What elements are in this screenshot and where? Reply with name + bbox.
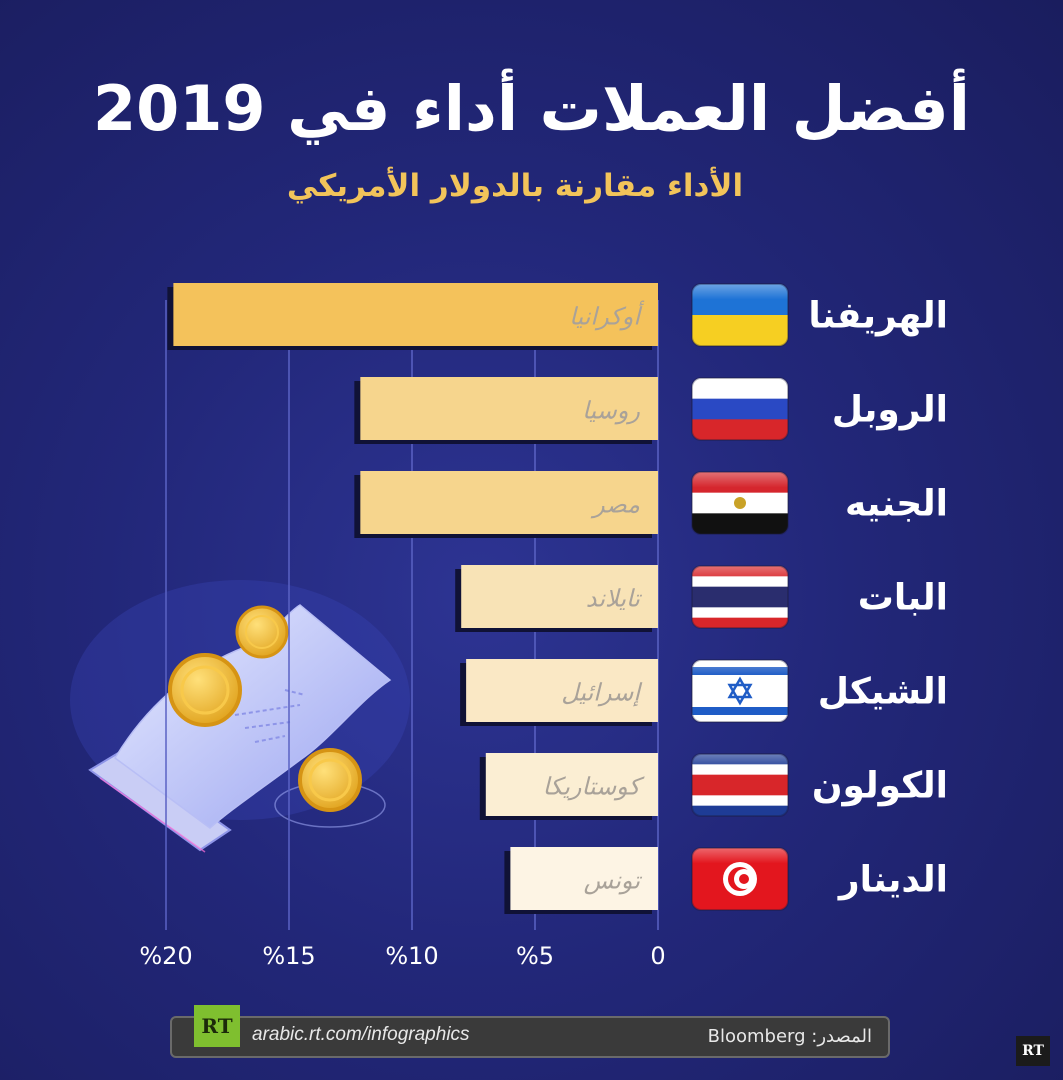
country-label: مصر bbox=[590, 491, 640, 519]
x-tick-label: %10 bbox=[385, 942, 438, 970]
country-label: أوكرانيا bbox=[569, 301, 644, 331]
footer-source: المصدر: Bloomberg bbox=[707, 1026, 872, 1047]
country-label: روسيا bbox=[582, 397, 640, 425]
rt-logo: RT bbox=[194, 1005, 240, 1047]
bar-row: تايلاند البات bbox=[455, 565, 948, 632]
country-label: كوستاريكا bbox=[543, 773, 645, 801]
currency-label: البات bbox=[858, 578, 948, 619]
bar-row: أوكرانيا الهريفنا bbox=[167, 283, 948, 350]
bar-row: مصر الجنيه bbox=[354, 471, 948, 538]
bar-row: كوستاريكا الكولون bbox=[479, 753, 948, 820]
bar-chart: أوكرانيا الهريفنا روسيا الروبل مصر الجنيه تايل… bbox=[70, 283, 948, 970]
coin-icon bbox=[168, 653, 242, 727]
egypt-flag bbox=[692, 472, 788, 534]
thailand-flag bbox=[692, 566, 788, 628]
bar bbox=[173, 283, 658, 346]
country-label: تايلاند bbox=[586, 585, 643, 613]
x-tick-label: %20 bbox=[139, 942, 192, 970]
bar bbox=[485, 753, 658, 816]
israel-flag bbox=[692, 660, 788, 722]
currency-label: الروبل bbox=[832, 390, 948, 431]
ukraine-flag bbox=[692, 284, 788, 346]
x-tick-label: %5 bbox=[516, 942, 554, 970]
bar bbox=[360, 471, 658, 534]
costa-rica-flag bbox=[692, 754, 788, 816]
bar-row: روسيا الروبل bbox=[354, 377, 948, 444]
bar-row: إسرائيل الشيكل bbox=[460, 659, 948, 726]
russia-flag bbox=[692, 378, 788, 440]
chart-subtitle: الأداء مقارنة بالدولار الأمريكي bbox=[286, 168, 744, 204]
bar bbox=[510, 847, 658, 910]
bar-row: تونس الدينار bbox=[504, 847, 948, 914]
corner-rt-logo: RT bbox=[1016, 1036, 1050, 1066]
tunisia-flag bbox=[692, 848, 788, 910]
footer-url[interactable]: arabic.rt.com/infographics bbox=[252, 1024, 470, 1045]
currency-label: الدينار bbox=[837, 860, 948, 901]
coin-icon bbox=[235, 605, 289, 659]
country-label: تونس bbox=[584, 867, 643, 895]
country-label: إسرائيل bbox=[561, 679, 642, 707]
bar bbox=[360, 377, 658, 440]
bar bbox=[466, 659, 658, 722]
currency-label: الشيكل bbox=[818, 672, 948, 713]
footer-bar: RT arabic.rt.com/infographics المصدر: Bl… bbox=[170, 1005, 890, 1058]
x-tick-label: 0 bbox=[650, 942, 665, 970]
receipt-coins-illustration bbox=[70, 580, 410, 853]
chart-title: أفضل العملات أداء في 2019 bbox=[93, 72, 970, 145]
currency-label: الكولون bbox=[812, 766, 948, 807]
x-tick-label: %15 bbox=[262, 942, 315, 970]
currency-label: الهريفنا bbox=[808, 296, 948, 337]
bar bbox=[461, 565, 658, 628]
currency-label: الجنيه bbox=[845, 484, 948, 525]
